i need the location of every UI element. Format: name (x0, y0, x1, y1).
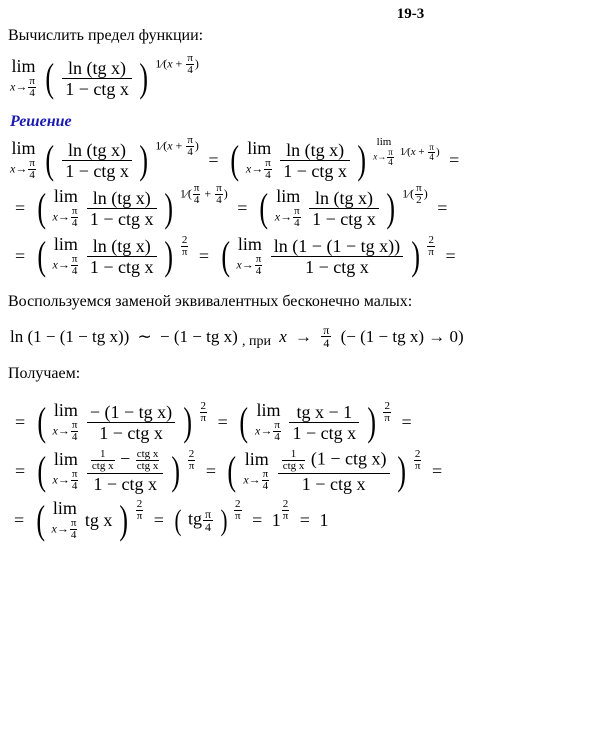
solution-line-2: = ( lim x→π4 ln (tg x)1 − ctg x ) 1⁄(π4 … (8, 187, 603, 229)
lparen-icon: ( (46, 60, 55, 96)
rparen-icon: ) (140, 60, 149, 96)
problem-expression: lim x→π4 ( ln (tg x) 1 − ctg x ) 1⁄(x + … (8, 57, 603, 99)
result-line-1: = ( lim x→π4 − (1 − tg x)1 − ctg x ) 2π … (8, 401, 603, 443)
note-result: Получаем: (8, 363, 603, 385)
solution-heading: Решение (10, 113, 603, 131)
exponent: 1⁄(x + π4) (155, 53, 199, 76)
problem-number: 19-3 (218, 6, 603, 23)
equiv-line: ln (1 − (1 − tg x)) ∼ − (1 − tg x) , при… (8, 324, 603, 349)
main-fraction: ln (tg x) 1 − ctg x (62, 59, 132, 98)
solution-line-3: = ( lim x→π4 ln (tg x)1 − ctg x ) 2π = (… (8, 235, 603, 277)
note-equiv: Воспользуемся заменой эквивалентных беск… (8, 291, 603, 313)
lim: lim x→π4 (10, 57, 37, 99)
result-line-3: = ( lim x→π4 tg x ) 2π = ( tgπ4 ) 2π = 1… (8, 499, 603, 541)
page-root: 19-3 Вычислить предел функции: lim x→π4 … (0, 0, 611, 557)
prompt-text: Вычислить предел функции: (8, 25, 603, 47)
result-line-2: = ( lim x→π4 1ctg x − ctg xctg x 1 − ctg… (8, 449, 603, 493)
arrow-icon: → (15, 80, 27, 94)
solution-line-1: lim x→π4 ( ln (tg x)1 − ctg x ) 1⁄(x + π… (8, 139, 603, 181)
